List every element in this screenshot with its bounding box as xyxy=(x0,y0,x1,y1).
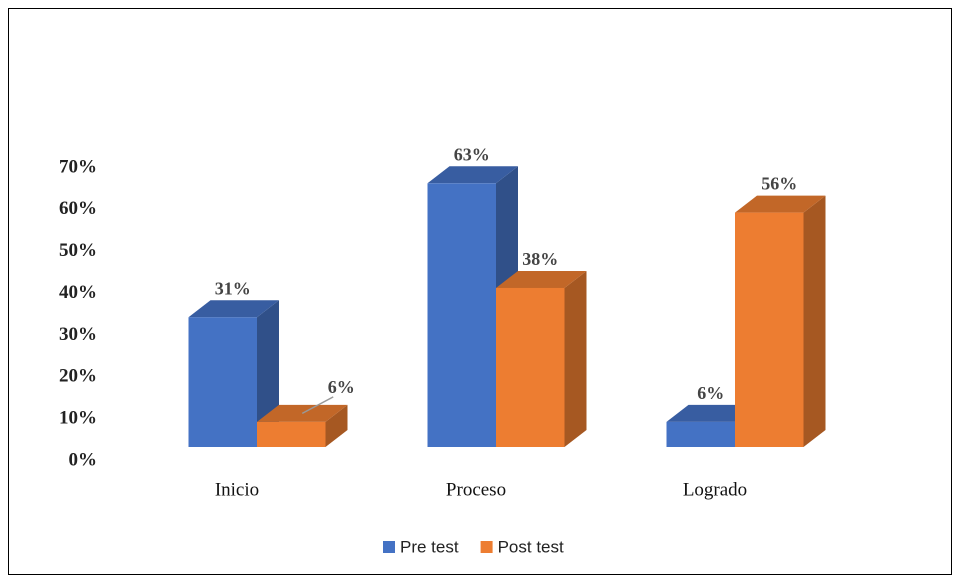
bar xyxy=(496,287,565,447)
bar xyxy=(427,183,496,448)
bar xyxy=(735,212,804,447)
legend-label: Post test xyxy=(498,537,564,556)
y-tick-label: 40% xyxy=(59,282,97,303)
bar-top xyxy=(427,166,518,184)
data-label: 63% xyxy=(454,144,490,164)
bar-side xyxy=(564,270,587,447)
data-label: 6% xyxy=(697,383,724,403)
bar-side xyxy=(325,404,348,447)
bar-side xyxy=(803,195,826,447)
x-tick-label: Inicio xyxy=(215,479,259,500)
y-tick-label: 10% xyxy=(59,408,97,429)
legend-swatch xyxy=(383,541,395,553)
bar xyxy=(666,421,735,447)
legend-label: Pre test xyxy=(400,537,459,556)
x-tick-label: Logrado xyxy=(683,479,747,500)
leader-line xyxy=(301,396,334,415)
bar-top xyxy=(188,300,279,318)
data-label: 38% xyxy=(522,249,558,269)
legend-swatch xyxy=(480,541,493,553)
y-tick-label: 20% xyxy=(59,366,97,387)
bar-top xyxy=(735,195,826,213)
data-label: 6% xyxy=(328,377,355,397)
y-tick-label: 50% xyxy=(59,240,97,261)
y-tick-label: 0% xyxy=(69,449,98,470)
y-tick-label: 30% xyxy=(59,324,97,345)
bar xyxy=(257,421,326,447)
bar-top xyxy=(496,270,587,288)
y-tick-label: 60% xyxy=(59,198,97,219)
data-label: 31% xyxy=(215,278,251,298)
bar-top xyxy=(666,404,757,422)
x-tick-label: Proceso xyxy=(446,479,506,500)
bar xyxy=(188,317,257,447)
y-tick-label: 70% xyxy=(59,156,97,177)
data-label: 56% xyxy=(761,174,797,194)
